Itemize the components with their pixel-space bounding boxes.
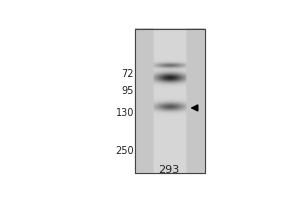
Text: 130: 130 (116, 108, 134, 118)
Bar (154, 29, 186, 173)
Bar (135, 29, 205, 173)
Text: 293: 293 (158, 165, 179, 175)
Text: 72: 72 (122, 69, 134, 79)
Text: 250: 250 (116, 146, 134, 156)
Bar (135, 29, 205, 173)
Text: 95: 95 (122, 86, 134, 96)
